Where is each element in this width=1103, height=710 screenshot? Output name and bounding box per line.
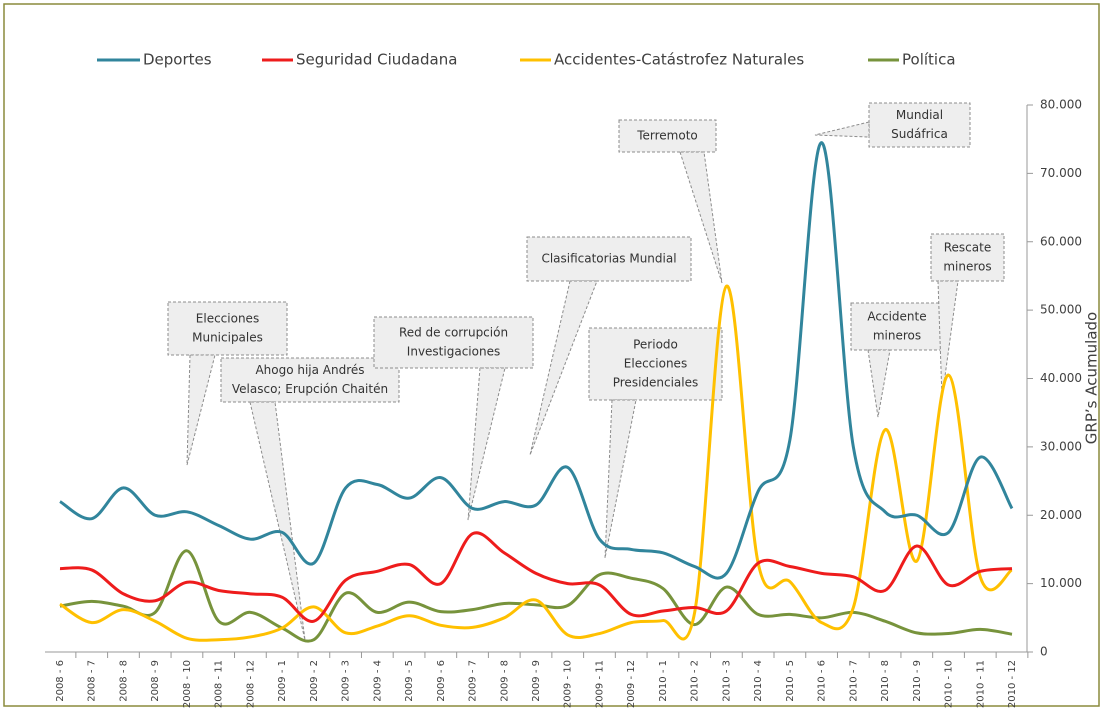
callout-box [618, 119, 717, 153]
x-tick-label: 2010 - 12 [1007, 660, 1018, 708]
callout: Elecciones Municipales [167, 301, 288, 466]
callout-box [868, 102, 971, 148]
series-line [59, 549, 1013, 643]
x-tick-label: 2010 - 7 [848, 660, 859, 702]
callout-text: Accidente [867, 310, 926, 324]
x-tick-label: 2010 - 2 [690, 660, 701, 702]
y2-tick-label: 30.000 [1040, 439, 1082, 453]
x-tick-label: 2010 - 1 [658, 660, 669, 702]
series-line [59, 141, 1014, 580]
annotations: Elecciones Municipales Ahogo hija Andrés Ve… [167, 102, 1005, 641]
callout: Rescate mineros [930, 233, 1005, 399]
callout-text: Periodo [633, 338, 678, 352]
callout-text: Mundial [896, 108, 943, 122]
legend-label: Política [902, 51, 956, 69]
x-tick-label: 2010 - 6 [817, 660, 828, 702]
x-tick-label: 2008 - 11 [214, 660, 225, 708]
callout-text: mineros [943, 260, 991, 274]
callout: Terremoto [618, 119, 723, 284]
series-line [59, 531, 1013, 623]
x-tick-label: 2009 - 9 [531, 660, 542, 702]
callout-pointer [186, 354, 216, 466]
callout: Periodo Elecciones Presidenciales [588, 327, 723, 559]
callout-pointer [604, 399, 637, 559]
callout-text: Elecciones [196, 312, 259, 326]
callout-pointer [814, 121, 870, 138]
callout-box [220, 357, 400, 403]
y2-tick-label: 60.000 [1040, 234, 1082, 248]
y2-axis-title: GRP’s Acumulado [1083, 312, 1101, 444]
x-tick-label: 2010 - 9 [912, 660, 923, 702]
x-tick-label: 2009 - 1 [277, 660, 288, 702]
callout-text: Investigaciones [407, 345, 500, 359]
callout-pointer [529, 280, 598, 456]
x-tick-label: 2009 - 10 [563, 660, 574, 708]
legend-label: Accidentes-Catástrofez Naturales [554, 51, 804, 69]
y2-tick-label: 40.000 [1040, 371, 1082, 385]
callout-pointer [937, 280, 959, 399]
callout-text: Red de corrupción [399, 326, 508, 340]
callout-box [588, 327, 723, 401]
x-tick-label: 2009 - 6 [436, 660, 447, 702]
x-tick-label: 2010 - 10 [944, 660, 955, 708]
callout-text: Elecciones [624, 357, 687, 371]
x-tick-label: 2010 - 3 [721, 660, 732, 702]
x-tick-label: 2008 - 9 [150, 660, 161, 702]
x-tick-label: 2010 - 8 [880, 660, 891, 702]
callout: Ahogo hija Andrés Velasco; Erupción Chait… [220, 357, 400, 641]
callout-box [526, 236, 692, 282]
series-line [59, 284, 1013, 642]
x-tick-label: 2010 - 11 [975, 660, 986, 708]
x-tick-label: 2010 - 5 [785, 660, 796, 702]
callout: Clasificatorias Mundial [526, 236, 692, 456]
callout-text: Rescate [944, 241, 991, 255]
callout-text: Presidenciales [613, 376, 699, 390]
x-tick-label: 2008 - 6 [55, 660, 66, 702]
callout-text: Terremoto [636, 129, 698, 143]
callout-box [167, 301, 288, 356]
callout-text: Clasificatorias Mundial [541, 252, 676, 266]
x-tick-label: 2009 - 5 [404, 660, 415, 702]
y2-tick-label: 50.000 [1040, 303, 1082, 317]
callout: Red de corrupción Investigaciones [373, 316, 534, 521]
x-tick-label: 2010 - 4 [753, 660, 764, 702]
x-tick-label: 2009 - 8 [499, 660, 510, 702]
x-tick-label: 2008 - 7 [87, 660, 98, 702]
callout-text: Municipales [192, 331, 263, 345]
y2-tick-label: 70.000 [1040, 166, 1082, 180]
legend-label: Deportes [143, 51, 212, 69]
y2-tick-label: 0 [1040, 645, 1048, 659]
callout-text: Ahogo hija Andrés [255, 363, 364, 377]
callout-text: Sudáfrica [891, 127, 948, 141]
x-tick-label: 2009 - 11 [594, 660, 605, 708]
callout-pointer [867, 349, 891, 418]
callout: Mundial Sudáfrica [814, 102, 971, 148]
x-tick-label: 2008 - 12 [245, 660, 256, 708]
callout-box [930, 233, 1005, 282]
callout-pointer [679, 151, 723, 284]
callout-pointer [467, 367, 506, 521]
callout-box [850, 302, 944, 351]
x-tick-label: 2009 - 3 [341, 660, 352, 702]
y2-tick-label: 80.000 [1040, 98, 1082, 112]
x-tick-label: 2009 - 4 [372, 660, 383, 702]
x-tick-label: 2008 - 8 [118, 660, 129, 702]
callout-pointer [249, 401, 306, 641]
x-tick-label: 2009 - 2 [309, 660, 320, 702]
callout-text: Velasco; Erupción Chaitén [232, 382, 388, 396]
x-tick-label: 2008 - 10 [182, 660, 193, 708]
y2-tick-label: 10.000 [1040, 576, 1082, 590]
legend-label: Seguridad Ciudadana [296, 51, 457, 69]
y2-tick-label: 20.000 [1040, 508, 1082, 522]
callout: Accidente mineros [850, 302, 944, 418]
x-tick-label: 2009 - 12 [626, 660, 637, 708]
x-tick-label: 2009 - 7 [468, 660, 479, 702]
callout-text: mineros [873, 329, 921, 343]
callout-box [373, 316, 534, 369]
